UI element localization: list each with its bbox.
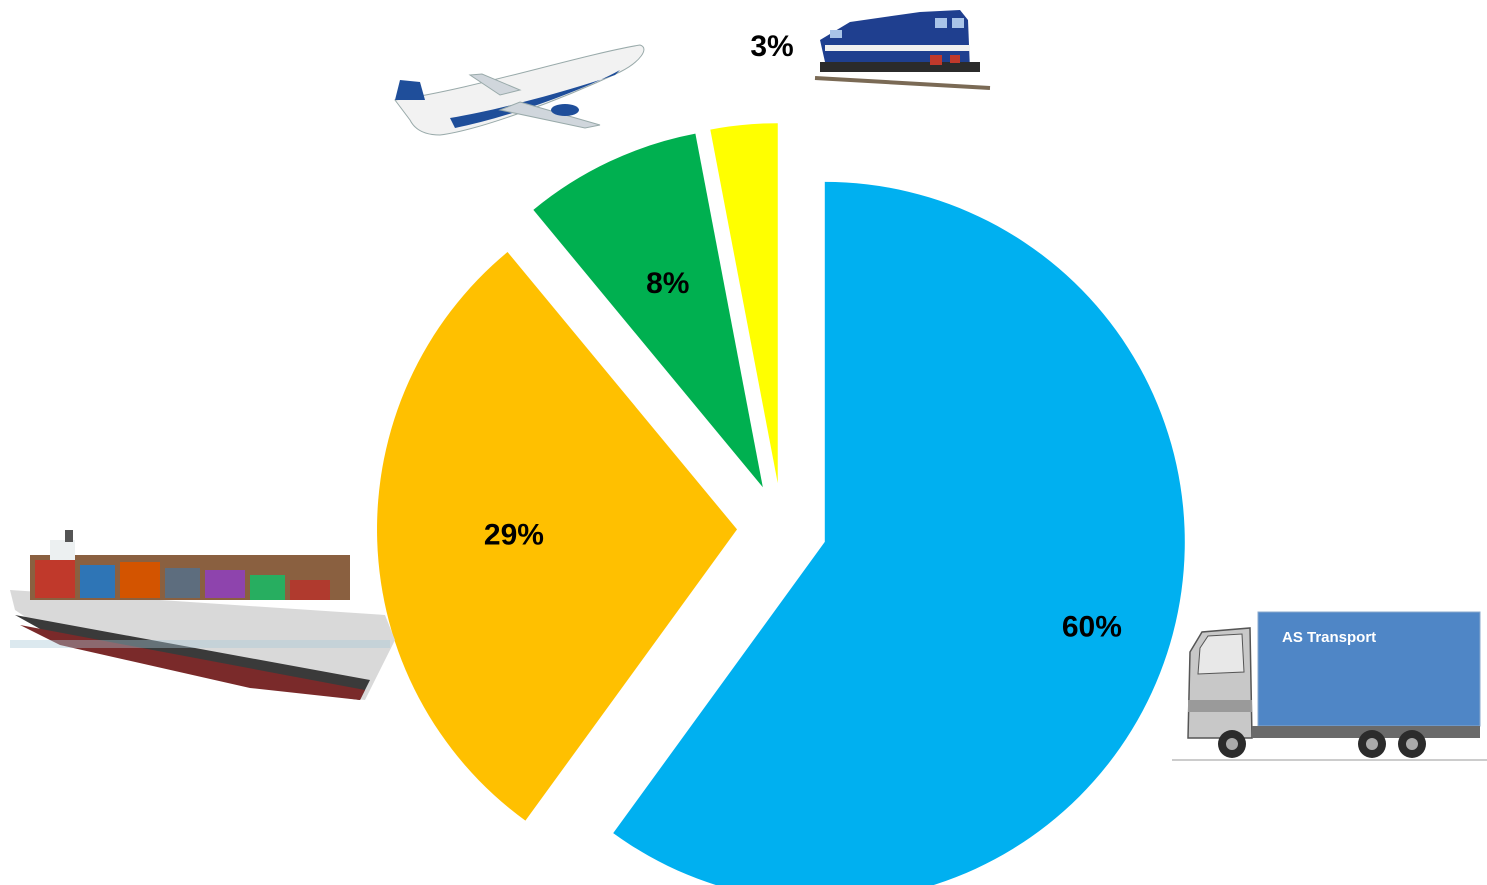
- truck-icon: AS Transport: [1172, 611, 1487, 761]
- pie-label-29pct: 29%: [484, 518, 544, 551]
- pie-label-8pct: 8%: [646, 267, 689, 300]
- pie-slice-8pct: [533, 133, 763, 488]
- truck-label: AS Transport: [1282, 629, 1376, 646]
- pie-slices: [377, 123, 1185, 885]
- train-icon: [814, 10, 991, 90]
- pie-labels: 60% 29% 8% 3%: [484, 30, 1122, 644]
- ship-icon: [10, 530, 395, 700]
- airplane-icon: [394, 44, 645, 136]
- pie-slice-60pct: [613, 181, 1185, 885]
- pie-label-60pct: 60%: [1062, 611, 1122, 644]
- pie-slice-3pct: [710, 123, 778, 484]
- pie-label-3pct: 3%: [750, 30, 793, 63]
- pie-slice-29pct: [377, 252, 738, 821]
